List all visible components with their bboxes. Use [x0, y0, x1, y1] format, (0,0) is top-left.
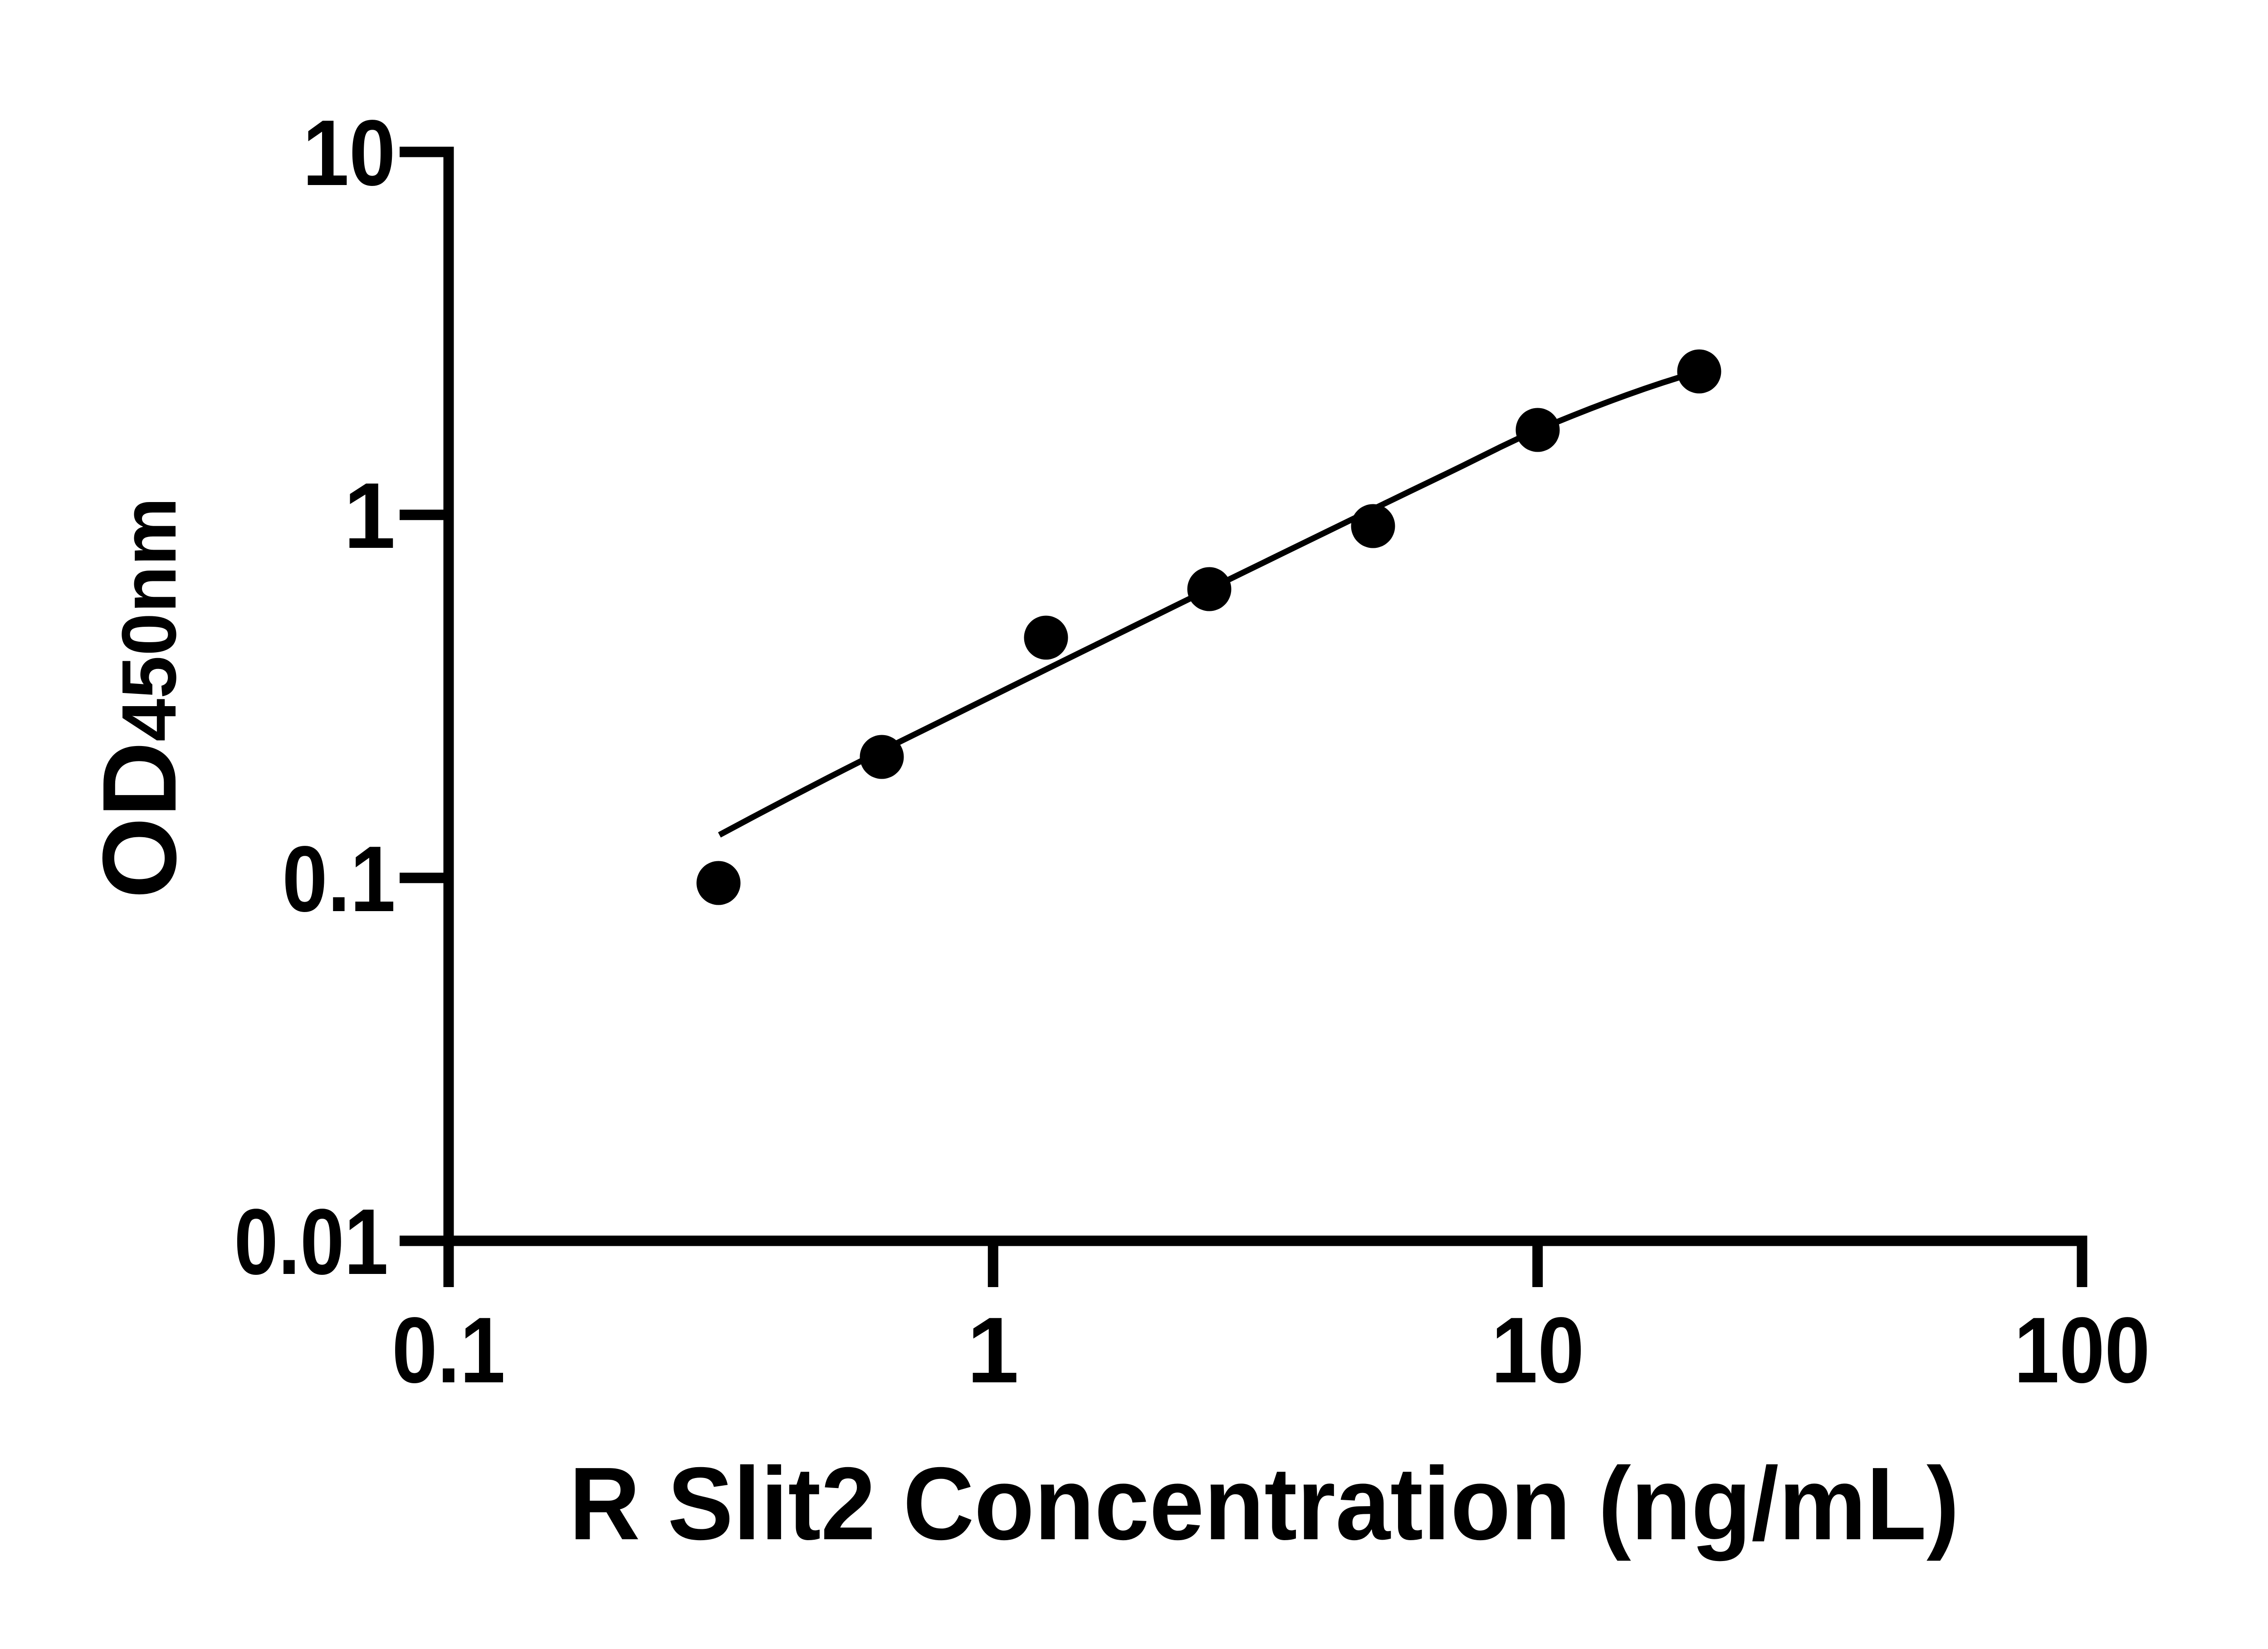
svg-text:100: 100 [2014, 1298, 2150, 1402]
svg-text:OD450nm: OD450nm [81, 497, 198, 898]
svg-text:0.01: 0.01 [234, 1190, 388, 1294]
svg-text:0.1: 0.1 [392, 1298, 505, 1402]
svg-text:1: 1 [967, 1298, 1019, 1402]
svg-text:10: 10 [303, 101, 396, 205]
svg-text:1: 1 [343, 463, 396, 568]
svg-text:R Slit2 Concentration (ng/mL): R Slit2 Concentration (ng/mL) [569, 1446, 1960, 1561]
svg-text:0.1: 0.1 [282, 827, 396, 931]
svg-text:10: 10 [1491, 1298, 1584, 1402]
